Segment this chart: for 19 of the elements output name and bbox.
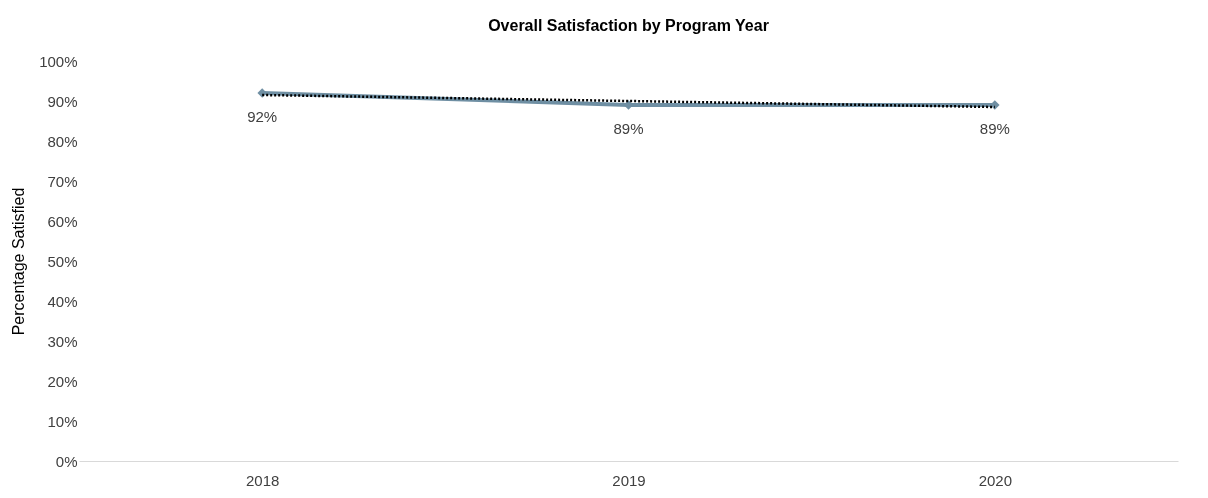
y-tick-label: 60% (47, 212, 78, 230)
chart-title: Overall Satisfaction by Program Year (488, 17, 769, 34)
data-label: 92% (247, 108, 278, 125)
y-tick-label: 90% (47, 92, 78, 110)
y-tick-label: 40% (47, 292, 78, 310)
y-tick-label: 100% (39, 52, 78, 70)
data-label: 89% (613, 120, 644, 137)
data-label: 89% (979, 120, 1010, 137)
x-tick-label: 2020 (978, 471, 1013, 489)
y-tick-label: 80% (47, 132, 78, 150)
y-tick-label: 0% (55, 452, 78, 470)
y-tick-label: 70% (47, 172, 78, 190)
y-tick-label: 10% (47, 412, 78, 430)
y-tick-label: 20% (47, 372, 78, 390)
x-tick-label: 2019 (612, 471, 646, 489)
y-tick-label: 50% (47, 252, 78, 270)
y-axis-title: Percentage Satisfied (10, 187, 28, 336)
y-tick-label: 30% (47, 332, 78, 350)
x-tick-label: 2018 (245, 471, 280, 489)
